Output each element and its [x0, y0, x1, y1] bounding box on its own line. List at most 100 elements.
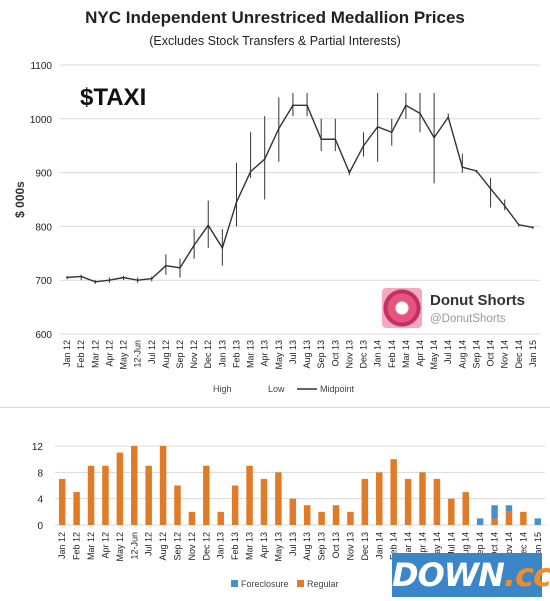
watermark-logo: DOWN.cc [392, 553, 550, 597]
chart-divider [0, 407, 550, 408]
x-tick-label: Jan 13 [216, 532, 226, 559]
bar-regular [448, 498, 455, 525]
bar-regular [520, 511, 527, 525]
bar-regular [491, 518, 498, 525]
y-tick-label: 1000 [30, 115, 53, 126]
chart-subtitle: (Excludes Stock Transfers & Partial Inte… [149, 34, 401, 48]
midpoint-point [263, 158, 266, 160]
price-line-chart: 600 700 800 900 1000 1100 $ 000s $TAXI Jan 12 Feb… [13, 61, 540, 394]
midpoint-point [518, 223, 520, 226]
chart-title: NYC Independent Unrestriced Medallion Pr… [85, 8, 465, 27]
midpoint-point [122, 276, 125, 279]
x-tick-label: Sep 14 [471, 340, 481, 369]
x-tick-label: Jan 13 [217, 340, 227, 367]
x-tick-label: Dec 14 [518, 532, 528, 561]
x-tick-label: Jan 15 [533, 532, 543, 559]
bar-regular [419, 472, 426, 525]
bar-regular [174, 485, 181, 525]
x-tick-label: 12-Jun [133, 340, 143, 368]
midpoint-point [390, 131, 393, 134]
midpoint-point [334, 138, 337, 141]
midpoint-point [419, 112, 421, 115]
bar-regular [390, 459, 397, 525]
midpoint-point [405, 104, 407, 107]
x-tick-label: Oct 14 [486, 340, 496, 367]
midpoint-point [278, 127, 280, 130]
y-tick-label: 900 [35, 169, 52, 180]
midpoint-point [306, 104, 308, 107]
x-tick-label: Mar 13 [245, 532, 255, 560]
y-tick-label: 1100 [30, 61, 52, 72]
x-tick-label: Dec 14 [514, 340, 524, 369]
x-tick-label: May 13 [274, 340, 284, 370]
x-tick-label: Mar 12 [86, 532, 96, 560]
x-tick-label: Oct 14 [490, 532, 500, 559]
x-tick-label: Mar 13 [246, 340, 256, 368]
bar-regular [231, 485, 239, 525]
x-tick-label: Jan 14 [374, 532, 384, 559]
midpoint-point [376, 126, 379, 128]
x-tick-label: Aug 13 [302, 532, 312, 561]
bar-foreclosure [491, 505, 498, 519]
midpoint-point [150, 277, 153, 280]
bar-regular [145, 465, 152, 525]
bar-regular [361, 478, 369, 525]
bar-regular [275, 472, 282, 525]
x-tick-label: Sep 14 [475, 532, 485, 561]
y-tick-label: 700 [35, 276, 52, 287]
midpoint-point [503, 205, 506, 207]
x-tick-label: Apr 13 [259, 532, 269, 559]
x-tick-label: Apr 14 [415, 340, 425, 367]
legend-foreclosure-swatch [231, 580, 238, 587]
x-tick-label: Aug 13 [302, 340, 312, 369]
x-tick-label: Feb 13 [231, 340, 241, 368]
x-tick-label: Nov 13 [344, 340, 354, 369]
x-tick-label: Sep 12 [173, 532, 183, 561]
x-tick-label: Jan 15 [528, 340, 538, 367]
bar-regular [217, 511, 224, 525]
midpoint-point [235, 201, 238, 203]
legend-foreclosure: Foreclosure [241, 579, 289, 589]
y-axis-label: $ 000s [13, 181, 27, 218]
x-tick-label: Dec 13 [360, 532, 370, 561]
x-tick-label: Nov 12 [189, 340, 199, 369]
x-tick-label: Apr 14 [418, 532, 428, 559]
x-tick-label: Jan 12 [57, 532, 67, 559]
x-tick-label: Aug 14 [457, 340, 467, 369]
x-tick-label: Feb 14 [387, 340, 397, 368]
x-tick-label: Jul 12 [144, 532, 154, 556]
midpoint-point [447, 116, 450, 118]
midpoint-point [179, 267, 181, 269]
x-tick-label: Nov 12 [187, 532, 197, 561]
y-tick-label: 600 [35, 330, 52, 341]
x-tick-label: Nov 14 [504, 532, 514, 561]
x-tick-label: May 12 [115, 532, 125, 562]
midpoint-point [221, 247, 224, 249]
midpoint-point [193, 244, 195, 247]
x-tick-label: 12-Jun [129, 532, 139, 560]
x-tick-label: Aug 12 [158, 532, 168, 561]
x-tick-label: May 12 [119, 340, 129, 370]
x-tick-label: Dec 12 [203, 340, 213, 369]
x-tick-label: Aug 14 [461, 532, 471, 561]
bar-regular [303, 505, 311, 525]
y-tick-label: 12 [32, 442, 44, 453]
midpoint-point [108, 279, 111, 282]
midpoint-point [165, 264, 167, 267]
bar-regular [318, 511, 325, 525]
midpoint-point [489, 187, 492, 190]
bar-regular [433, 478, 441, 525]
midpoint-point [66, 276, 68, 279]
x-tick-label: Dec 12 [201, 532, 211, 561]
midpoint-point [249, 170, 252, 173]
x-tick-label: Apr 12 [100, 532, 110, 559]
midpoint-point [94, 281, 97, 283]
bar-regular [505, 511, 513, 525]
x-tick-label: Apr 13 [260, 340, 270, 367]
x-tick-label: Oct 13 [330, 340, 340, 367]
bar-regular [376, 472, 383, 525]
legend-midpoint: Midpoint [320, 384, 355, 394]
x-tick-label: Jul 14 [446, 532, 456, 556]
x-tick-label: Mar 14 [403, 532, 413, 560]
